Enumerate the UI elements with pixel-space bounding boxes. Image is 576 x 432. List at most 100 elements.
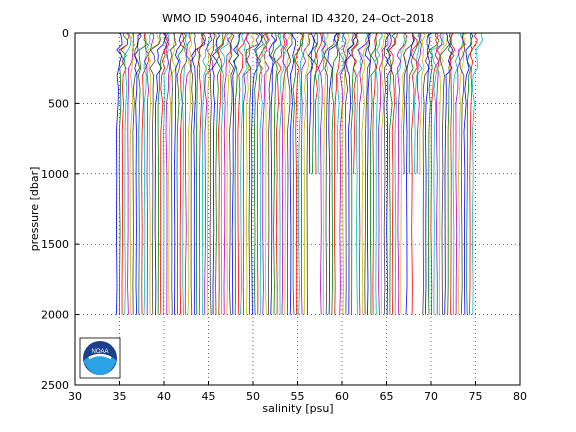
salinity-profile-line	[355, 32, 368, 315]
salinity-profile-line	[141, 32, 150, 315]
salinity-profile-line	[471, 32, 484, 315]
salinity-profile-line	[204, 32, 213, 315]
salinity-profile-line	[251, 32, 262, 315]
salinity-profile-line	[431, 32, 445, 315]
salinity-profile-line	[436, 32, 443, 315]
salinity-profile-line	[333, 32, 341, 315]
salinity-profile-line	[388, 32, 398, 315]
salinity-profile-line	[187, 32, 193, 315]
salinity-profile-line	[165, 32, 171, 315]
salinity-profile-line	[396, 32, 408, 315]
salinity-profile-line	[449, 32, 456, 315]
salinity-profile-line	[459, 32, 466, 315]
logo-wave	[84, 354, 116, 375]
salinity-profile-line	[322, 32, 329, 315]
salinity-profile-line	[339, 32, 348, 315]
salinity-profile-line	[179, 32, 188, 315]
salinity-profile-line	[372, 32, 379, 315]
salinity-profile-line	[410, 33, 418, 315]
salinity-profile-line	[422, 32, 430, 315]
salinity-profile-line	[361, 32, 369, 315]
salinity-profile-line	[369, 32, 378, 315]
salinity-profile-line	[307, 32, 315, 174]
salinity-profile-line	[388, 32, 397, 315]
salinity-profile-line	[127, 32, 135, 315]
x-axis-ticks: 30 35 40 45 50 55 60 65 70 75 80	[68, 381, 527, 403]
salinity-profile-line	[351, 32, 358, 174]
logo-gull	[88, 353, 112, 360]
salinity-profile-line	[262, 32, 270, 315]
y-tick-label: 1500	[41, 238, 69, 251]
x-tick-label: 60	[335, 390, 349, 403]
salinity-profile-line	[226, 32, 233, 315]
salinity-profile-line	[123, 32, 132, 315]
salinity-profile-line	[176, 32, 187, 315]
profile-lines	[115, 32, 484, 315]
salinity-profile-line	[129, 32, 136, 315]
salinity-profile-line	[469, 32, 478, 315]
salinity-profile-line	[184, 32, 192, 315]
salinity-profile-line	[466, 32, 473, 315]
salinity-profile-line	[268, 32, 276, 315]
salinity-profile-line	[458, 32, 467, 315]
salinity-profile-line	[190, 32, 196, 315]
noaa-logo: NOAA	[79, 337, 121, 379]
salinity-profile-line	[191, 33, 206, 315]
y-tick-label: 2000	[41, 309, 69, 322]
salinity-profile-line	[344, 32, 358, 315]
salinity-profile-line	[425, 32, 433, 315]
salinity-profile-line	[173, 32, 182, 315]
salinity-profile-line	[306, 32, 318, 315]
salinity-profile-line	[327, 32, 339, 315]
x-tick-label: 70	[424, 390, 438, 403]
x-tick-label: 35	[113, 390, 127, 403]
salinity-profile-line	[214, 32, 224, 315]
salinity-profile-line	[383, 32, 391, 315]
x-tick-label: 65	[380, 390, 394, 403]
salinity-profile-line	[312, 32, 319, 174]
y-axis-ticks: 0 500 1000 1500 2000 2500	[41, 27, 79, 392]
salinity-profile-line	[413, 32, 423, 174]
salinity-profile-line	[253, 32, 264, 315]
salinity-profile-line	[157, 32, 168, 315]
salinity-profile-line	[386, 32, 393, 315]
salinity-profile-line	[400, 32, 408, 315]
salinity-profile-line	[143, 32, 152, 315]
salinity-profile-line	[300, 32, 313, 315]
salinity-profile-line	[120, 32, 130, 315]
salinity-profile-line	[149, 32, 161, 315]
salinity-profile-line	[405, 32, 415, 315]
salinity-profile-line	[452, 32, 464, 315]
x-tick-label: 30	[68, 390, 82, 403]
salinity-profile-line	[219, 32, 230, 315]
salinity-profile-line	[463, 32, 474, 315]
salinity-profile-line	[430, 32, 440, 315]
salinity-profile-line	[374, 32, 383, 315]
salinity-profile-line	[211, 32, 220, 315]
salinity-profile-line	[162, 32, 170, 315]
salinity-profile-line	[297, 32, 305, 315]
salinity-profile-line	[427, 32, 440, 315]
salinity-profile-line	[232, 32, 241, 315]
x-tick-label: 80	[513, 390, 527, 403]
x-tick-label: 50	[246, 390, 260, 403]
salinity-profile-line	[403, 32, 414, 174]
salinity-profile-line	[314, 32, 323, 174]
salinity-profile-line	[201, 32, 211, 315]
y-axis-label: pressure [dbar]	[28, 167, 41, 252]
salinity-profile-line	[294, 32, 305, 315]
x-tick-label: 45	[202, 390, 216, 403]
x-axis-label: salinity [psu]	[262, 402, 333, 415]
chart-title: WMO ID 5904046, internal ID 4320, 24–Oct…	[162, 12, 434, 25]
salinity-profile-line	[342, 32, 350, 315]
salinity-profile-line	[217, 32, 227, 315]
y-tick-label: 0	[62, 27, 69, 40]
salinity-profile-line	[147, 32, 160, 315]
salinity-profile-line	[281, 32, 288, 315]
salinity-profile-line	[437, 32, 448, 315]
y-tick-label: 2500	[41, 379, 69, 392]
salinity-profile-line	[344, 32, 354, 315]
salinity-profile-line	[268, 32, 278, 315]
salinity-profile-line	[169, 32, 177, 315]
